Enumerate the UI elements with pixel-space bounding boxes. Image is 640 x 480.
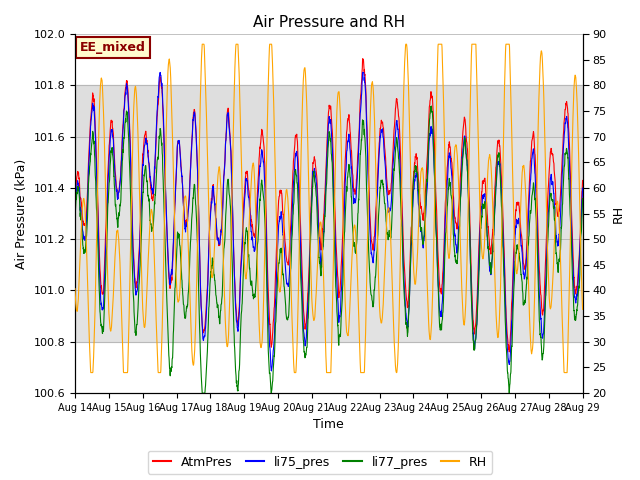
Y-axis label: Air Pressure (kPa): Air Pressure (kPa): [15, 158, 28, 269]
X-axis label: Time: Time: [314, 419, 344, 432]
Y-axis label: RH: RH: [612, 204, 625, 223]
Text: EE_mixed: EE_mixed: [80, 41, 146, 54]
Bar: [75, 85, 582, 137]
Bar: [75, 85, 582, 342]
Title: Air Pressure and RH: Air Pressure and RH: [253, 15, 405, 30]
Legend: AtmPres, li75_pres, li77_pres, RH: AtmPres, li75_pres, li77_pres, RH: [148, 451, 492, 474]
